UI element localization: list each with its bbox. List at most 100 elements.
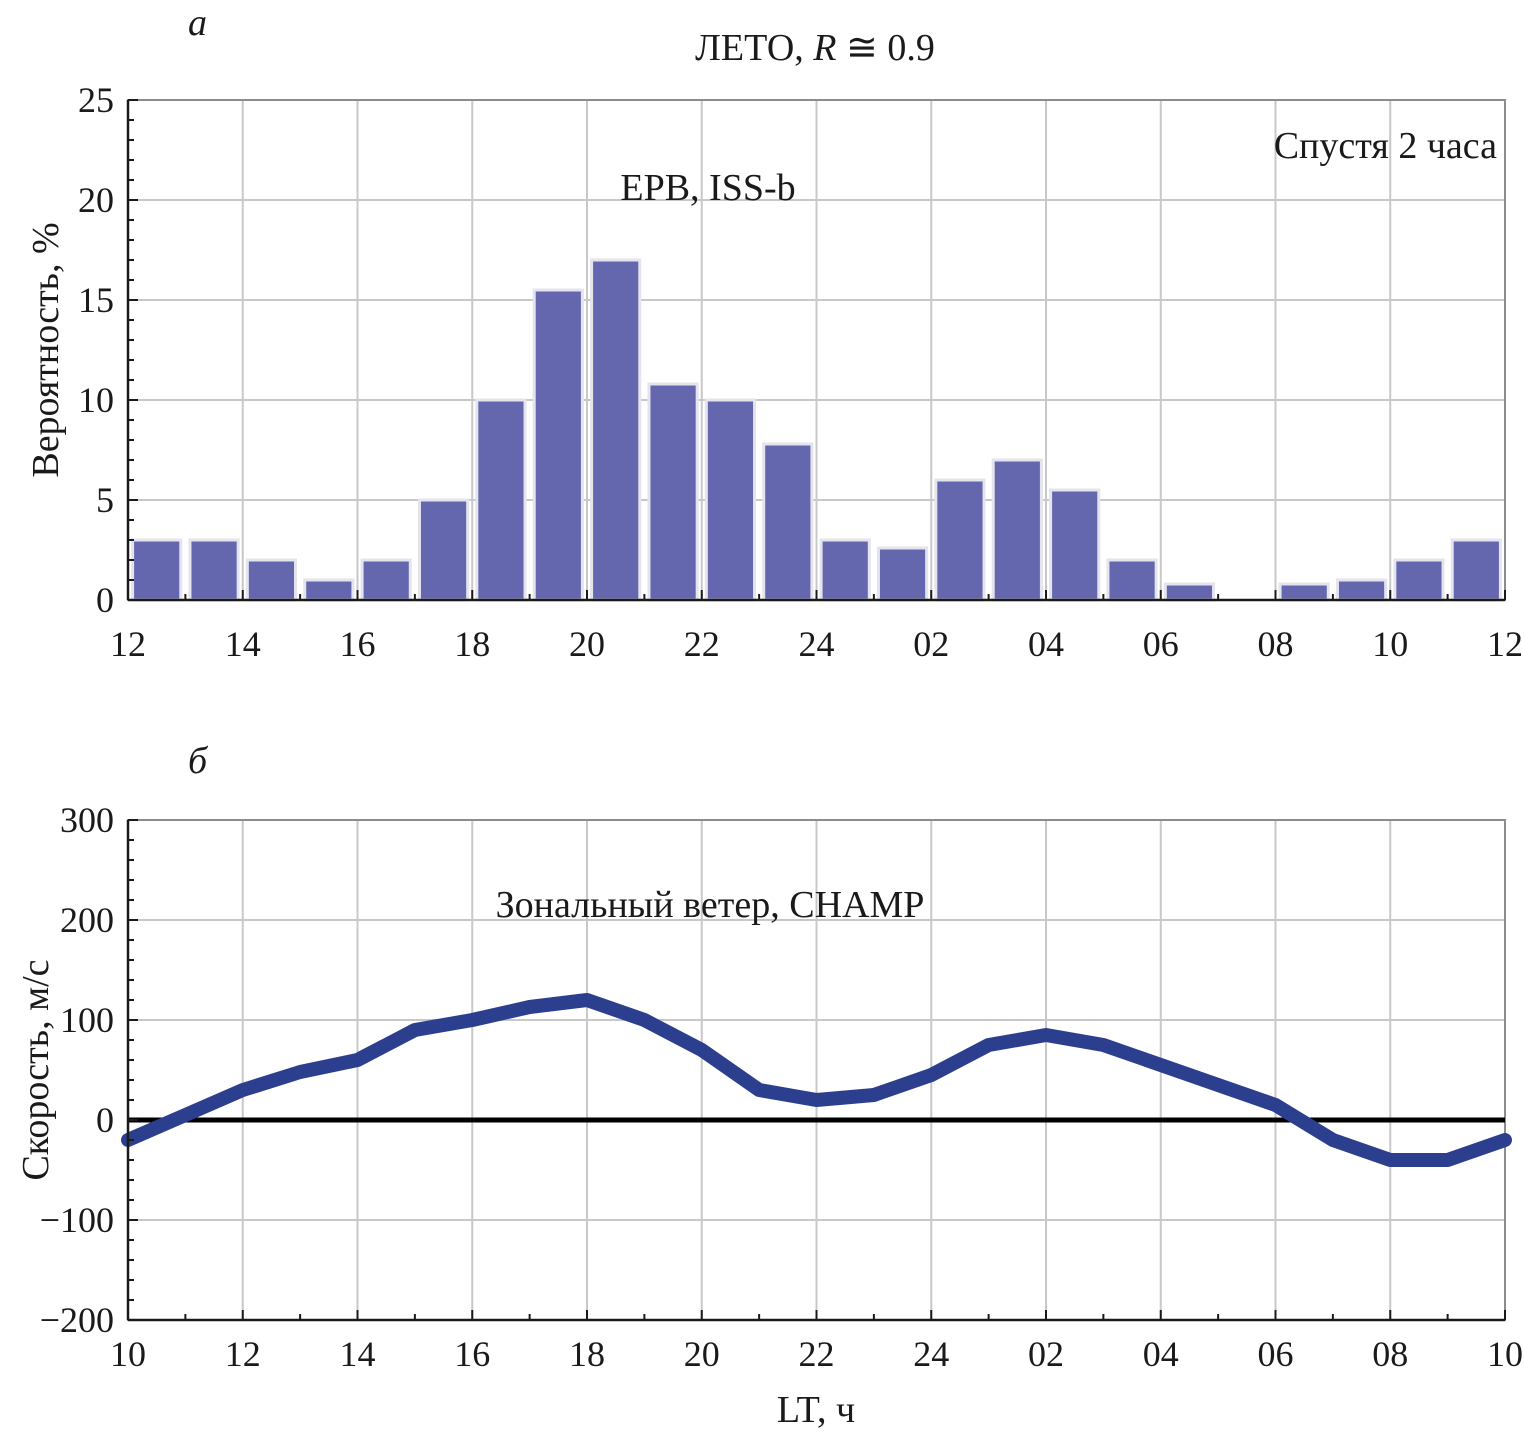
y-tick-label: 0	[96, 1100, 114, 1140]
x-tick-label: 04	[1028, 624, 1064, 664]
x-tick-label: 12	[1487, 624, 1523, 664]
x-tick-label: 20	[684, 1334, 720, 1374]
data-point	[929, 1073, 934, 1077]
data-point	[298, 1070, 303, 1074]
y-tick-label: 15	[78, 280, 114, 320]
bar	[475, 398, 527, 602]
data-point	[527, 1005, 532, 1009]
bar	[1393, 558, 1445, 602]
panel-b-y-ticks: −200 −100 0 100 200 300	[40, 800, 138, 1340]
annotation-zonal-wind: Зональный ветер, CHAMP	[496, 884, 925, 926]
x-tick-label: 14	[340, 1334, 376, 1374]
bar	[1335, 578, 1388, 602]
data-point	[1101, 1043, 1106, 1047]
panel-b-x-label: LT, ч	[777, 1389, 855, 1431]
y-tick-label: 5	[96, 480, 114, 520]
bar	[532, 288, 584, 602]
data-point	[986, 1043, 991, 1047]
panel-a-title: ЛЕТО, R ≅ 0.9	[695, 27, 935, 69]
x-tick-label: 22	[684, 624, 720, 664]
data-point	[240, 1088, 245, 1092]
x-tick-label: 12	[110, 624, 146, 664]
data-point	[1273, 1103, 1278, 1107]
x-tick-label: 10	[1487, 1334, 1523, 1374]
data-point	[1158, 1063, 1163, 1067]
bar	[876, 546, 929, 602]
x-tick-label: 02	[913, 624, 949, 664]
bar	[762, 442, 814, 602]
bar	[819, 538, 871, 602]
x-tick-label: 10	[1372, 624, 1408, 664]
y-tick-label: 100	[60, 1000, 114, 1040]
title-variable: R	[812, 27, 836, 69]
y-tick-label: −100	[40, 1200, 114, 1240]
bar	[1450, 538, 1502, 602]
y-tick-label: 300	[60, 800, 114, 840]
y-tick-label: 200	[60, 900, 114, 940]
panel-a-x-ticks: 12 14 16 18 20 22 24 02 04 06 08 10 12	[110, 590, 1523, 664]
bar	[704, 398, 757, 602]
bar	[245, 558, 298, 602]
x-tick-label: 08	[1258, 624, 1294, 664]
x-tick-label: 06	[1258, 1334, 1294, 1374]
data-point	[642, 1018, 647, 1022]
panel-a-grid	[127, 99, 1506, 601]
y-tick-label: 20	[78, 180, 114, 220]
y-tick-label: 25	[78, 80, 114, 120]
data-point	[1503, 1138, 1507, 1142]
data-point	[871, 1093, 876, 1097]
data-point	[757, 1088, 762, 1092]
data-point	[183, 1113, 188, 1117]
x-tick-label: 08	[1372, 1334, 1408, 1374]
x-tick-label: 18	[454, 624, 490, 664]
bar	[1049, 488, 1101, 602]
annotation-after-2h: Спустя 2 часа	[1274, 125, 1497, 167]
bar	[303, 578, 355, 602]
x-tick-label: 24	[799, 624, 835, 664]
panel-b: б −200 −100 0 100 200 300 10 12 14 16 18 20 22 24 02 0…	[15, 740, 1523, 1431]
x-tick-label: 06	[1143, 624, 1179, 664]
x-tick-label: 02	[1028, 1334, 1064, 1374]
bar	[934, 478, 986, 602]
panel-a-letter: а	[188, 2, 207, 44]
data-point	[470, 1018, 475, 1022]
panel-a-y-ticks: 0 5 10 15 20 25	[78, 80, 138, 620]
panel-b-y-label: Скорость, м/с	[15, 959, 57, 1180]
data-point	[1216, 1083, 1221, 1087]
panel-a-y-label: Вероятность, %	[25, 222, 67, 477]
bar	[417, 498, 470, 602]
data-point	[1044, 1033, 1048, 1037]
bar	[1278, 582, 1330, 602]
bar	[991, 458, 1043, 602]
data-point	[814, 1098, 819, 1102]
bar	[590, 258, 642, 602]
y-tick-label: 0	[96, 580, 114, 620]
y-tick-label: −200	[40, 1300, 114, 1340]
bar	[1163, 582, 1216, 602]
data-point	[1388, 1158, 1393, 1162]
x-tick-label: 14	[225, 624, 261, 664]
data-point	[585, 998, 589, 1002]
bar	[131, 538, 183, 602]
x-tick-label: 16	[340, 624, 376, 664]
y-tick-label: 10	[78, 380, 114, 420]
panel-b-letter: б	[188, 740, 209, 782]
data-point	[355, 1058, 360, 1062]
title-suffix: ≅ 0.9	[837, 27, 935, 69]
panel-b-x-ticks: 10 12 14 16 18 20 22 24 02 04 06 08 10	[110, 1310, 1523, 1374]
title-prefix: ЛЕТО,	[695, 27, 813, 69]
x-tick-label: 20	[569, 624, 605, 664]
bar	[647, 382, 699, 602]
data-point	[412, 1028, 417, 1032]
bar	[188, 538, 240, 602]
x-tick-label: 12	[225, 1334, 261, 1374]
bar	[1106, 558, 1158, 602]
x-tick-label: 04	[1143, 1334, 1179, 1374]
x-tick-label: 10	[110, 1334, 146, 1374]
data-point	[699, 1048, 704, 1052]
x-tick-label: 24	[913, 1334, 949, 1374]
panel-a-bars	[131, 258, 1502, 602]
x-tick-label: 16	[454, 1334, 490, 1374]
data-point	[1445, 1158, 1450, 1162]
